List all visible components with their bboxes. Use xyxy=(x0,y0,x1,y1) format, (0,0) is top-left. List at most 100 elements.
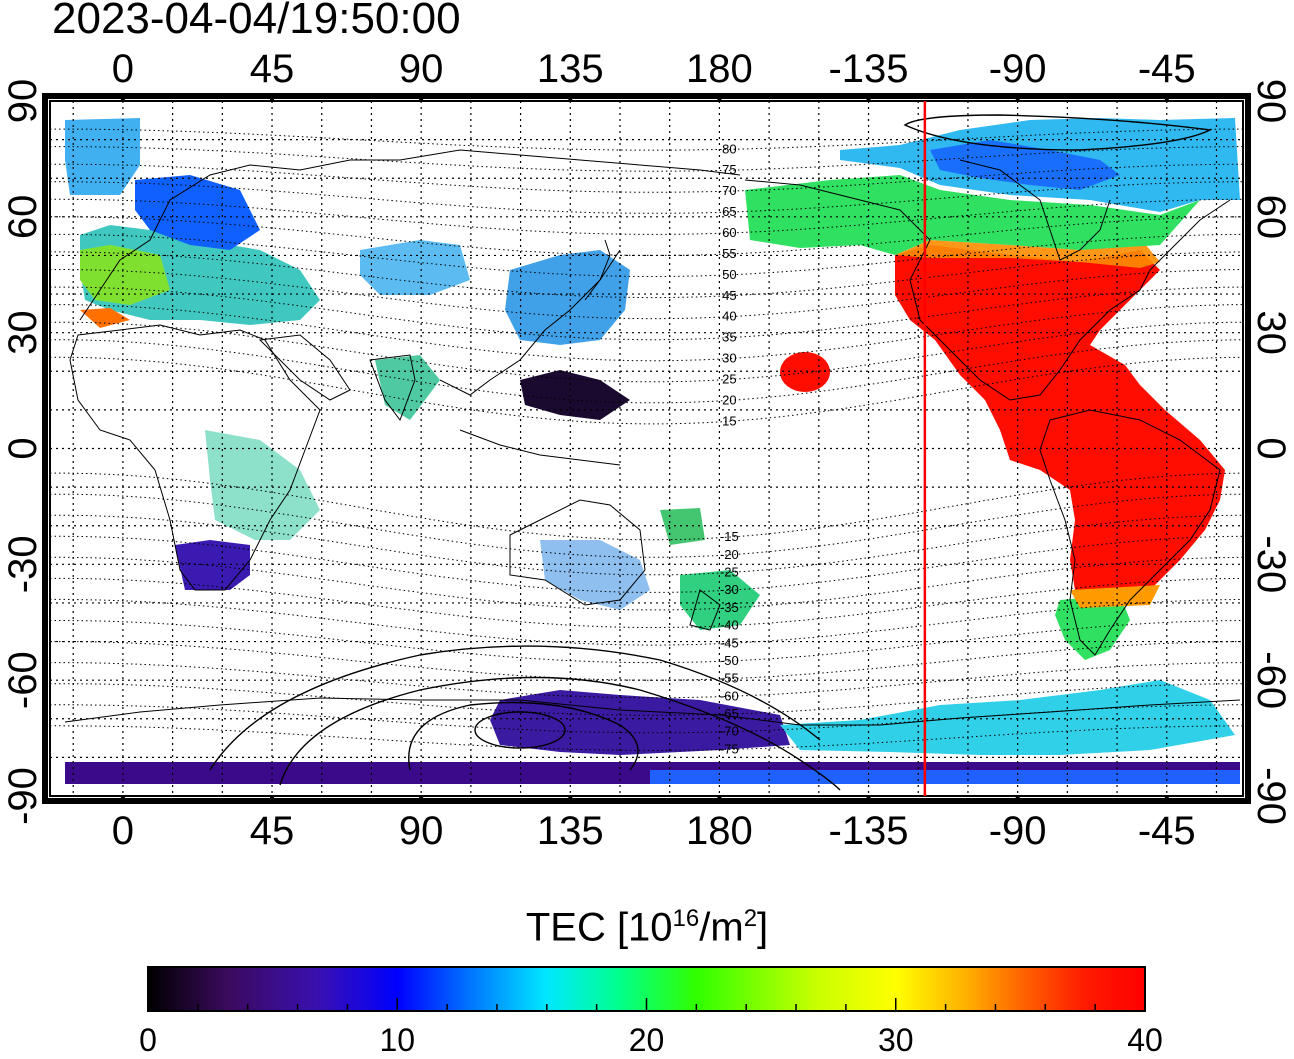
frame-top-bar xyxy=(42,93,1251,99)
magnetic-latitude-contour xyxy=(50,683,1243,716)
tec-region-scandinavia xyxy=(135,175,260,250)
magnetic-latitude-label: 55 xyxy=(722,246,736,261)
lon-label-top: 45 xyxy=(250,47,295,91)
magnetic-latitude-label: -45 xyxy=(720,635,739,650)
lon-label-top: 180 xyxy=(686,47,753,91)
tec-region-south-africa xyxy=(175,540,250,590)
lat-label-right: 90 xyxy=(1249,79,1293,124)
magnetic-latitude-label: 75 xyxy=(722,162,736,177)
tec-region-australia xyxy=(540,540,650,610)
magnetic-latitude-label: -65 xyxy=(720,706,739,721)
magnetic-latitude-label: 65 xyxy=(722,204,736,219)
lat-label-right: -90 xyxy=(1249,767,1293,825)
tec-region-arctic-west xyxy=(65,118,140,195)
colorbar-tick-label: 0 xyxy=(139,1022,157,1058)
tec-region-americas-north xyxy=(895,245,1225,605)
magnetic-latitude-contour xyxy=(50,662,1243,699)
magnetic-latitude-label: 40 xyxy=(722,309,736,324)
colorbar-tick-label: 10 xyxy=(379,1022,416,1058)
colorbar-title: TEC [1016/m2] xyxy=(525,905,769,950)
magnetic-latitude-contour xyxy=(50,304,1243,362)
magnetic-latitude-contour xyxy=(50,146,1243,172)
magnetic-latitude-label: -50 xyxy=(720,653,739,668)
lat-label-left: -90 xyxy=(1,767,45,825)
magnetic-latitude-label: 45 xyxy=(722,288,736,303)
lon-label-top: -90 xyxy=(989,47,1047,91)
magnetic-latitude-contour xyxy=(50,128,1243,151)
lat-label-left: -60 xyxy=(1,651,45,709)
lat-label-left: -30 xyxy=(1,535,45,593)
magnetic-latitude-contour xyxy=(50,577,1243,628)
lon-label-bottom: -45 xyxy=(1138,809,1196,853)
tec-data-layer xyxy=(65,118,1240,784)
tec-region-east-asia xyxy=(505,250,630,345)
tec-region-antarctic-purple xyxy=(490,690,790,755)
lat-label-right: 60 xyxy=(1249,195,1293,240)
magnetic-latitude-label: -55 xyxy=(720,671,739,686)
lat-label-left: 0 xyxy=(1,437,45,459)
magnetic-latitude-label: -75 xyxy=(720,741,739,756)
magnetic-latitude-contour xyxy=(50,514,1243,576)
magnetic-latitude-contour xyxy=(50,198,1243,235)
magnetic-latitude-labels: 80 75 70 65 60 55 50 45 40 35 30 25 20 15 -15 -20 -25 -30… xyxy=(720,141,739,756)
frame-left-bar xyxy=(42,93,48,804)
magnetic-latitude-label: -20 xyxy=(720,547,739,562)
lon-label-top: 90 xyxy=(399,47,444,91)
magnetic-latitude-contour xyxy=(50,216,1243,256)
magnetic-latitude-contours xyxy=(50,128,1243,751)
magnetic-latitude-contour xyxy=(50,641,1243,681)
tec-region-se-asia-dark xyxy=(520,370,630,420)
tec-region-north-america-green xyxy=(745,175,1200,255)
magnetic-latitude-label: 70 xyxy=(722,183,736,198)
coastlines xyxy=(64,149,1241,726)
tec-band-south-1 xyxy=(65,762,1240,772)
magnetic-latitude-contour xyxy=(50,725,1243,751)
lon-label-bottom: 135 xyxy=(537,809,604,853)
tec-region-canada-blue xyxy=(930,140,1120,190)
tec-region-coral-sea xyxy=(660,508,705,545)
tec-region-europe-orange xyxy=(80,308,130,328)
lon-label-top: 0 xyxy=(112,47,134,91)
colorbar-tick-label: 40 xyxy=(1127,1022,1163,1058)
magnetic-latitude-label: -40 xyxy=(720,618,739,633)
magnetic-latitude-label: -25 xyxy=(720,564,739,579)
lon-label-top: -45 xyxy=(1138,47,1196,91)
lon-label-bottom: -135 xyxy=(828,809,908,853)
colorbar-tick-label: 30 xyxy=(877,1022,914,1058)
magnetic-latitude-label: 50 xyxy=(722,267,736,282)
magnetic-latitude-contour xyxy=(50,321,1243,383)
magnetic-latitude-contour xyxy=(50,233,1243,277)
magnetic-latitude-label: 30 xyxy=(722,351,736,366)
lat-label-left: 90 xyxy=(1,79,45,124)
lat-label-right: -60 xyxy=(1249,651,1293,709)
magnetic-latitude-label: 25 xyxy=(722,371,736,386)
magnetic-pole-contours xyxy=(209,114,1213,791)
colorbar-ticks xyxy=(147,998,1146,1011)
magnetic-latitude-label: -70 xyxy=(720,724,739,739)
magnetic-latitude-contour xyxy=(50,163,1243,193)
tec-region-antarctic-cyan xyxy=(780,680,1235,755)
magnetic-latitude-contour xyxy=(50,286,1243,341)
magnetic-latitude-label: 20 xyxy=(722,392,736,407)
magnetic-latitude-contour xyxy=(50,535,1243,593)
lon-label-bottom: 90 xyxy=(399,809,444,853)
magnetic-latitude-contour xyxy=(50,251,1243,299)
tec-region-central-asia xyxy=(360,240,470,295)
colorbar-tick-label: 20 xyxy=(628,1022,665,1058)
lon-label-bottom: 0 xyxy=(112,809,134,853)
magnetic-latitude-label: -60 xyxy=(720,688,739,703)
lat-label-right: -30 xyxy=(1249,535,1293,593)
lon-label-top: -135 xyxy=(828,47,908,91)
tec-region-east-africa xyxy=(205,430,320,540)
magnetic-latitude-contour xyxy=(50,620,1243,664)
magnetic-latitude-label: -15 xyxy=(720,529,739,544)
magnetic-latitude-contour xyxy=(50,181,1243,214)
magnetic-latitude-label: 80 xyxy=(722,141,736,156)
frame-right-bar xyxy=(1245,93,1251,804)
map-timestamp: 2023-04-04/19:50:00 xyxy=(52,0,461,43)
magnetic-latitude-label: 35 xyxy=(722,330,736,345)
lat-label-right: 30 xyxy=(1249,310,1293,355)
tec-region-south-america-orange xyxy=(1070,585,1160,608)
lon-label-bottom: -90 xyxy=(989,809,1047,853)
lon-label-bottom: 45 xyxy=(250,809,295,853)
